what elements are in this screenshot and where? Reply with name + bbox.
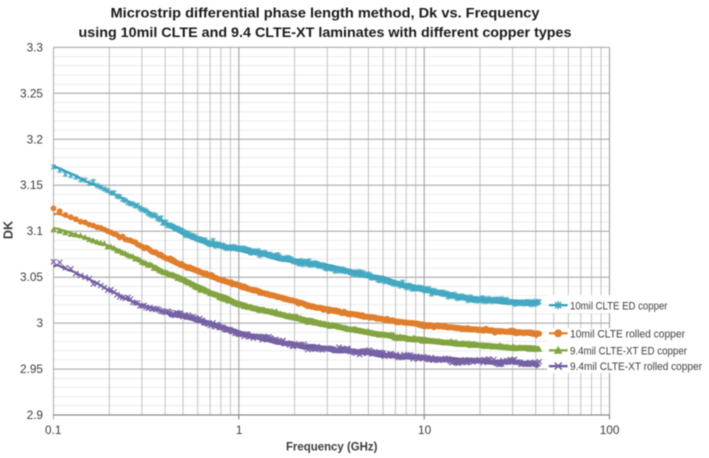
svg-text:100: 100 — [600, 423, 620, 437]
svg-text:3.05: 3.05 — [20, 270, 43, 284]
svg-text:3.2: 3.2 — [27, 132, 43, 146]
svg-text:10mil CLTE ED copper: 10mil CLTE ED copper — [570, 300, 668, 312]
svg-text:2.9: 2.9 — [27, 408, 43, 422]
svg-text:3.15: 3.15 — [20, 178, 43, 192]
svg-text:9.4mil CLTE-XT ED copper: 9.4mil CLTE-XT ED copper — [570, 346, 687, 358]
svg-text:1: 1 — [236, 423, 243, 437]
svg-text:10mil CLTE rolled copper: 10mil CLTE rolled copper — [570, 328, 685, 340]
svg-text:using 10mil CLTE and 9.4 CLTE-: using 10mil CLTE and 9.4 CLTE-XT laminat… — [79, 24, 572, 40]
svg-text:10: 10 — [418, 423, 432, 437]
svg-text:3.3: 3.3 — [27, 40, 44, 54]
svg-text:3: 3 — [36, 316, 43, 330]
svg-text:DK: DK — [2, 220, 16, 239]
svg-text:Frequency (GHz): Frequency (GHz) — [286, 439, 378, 453]
svg-text:0.1: 0.1 — [45, 423, 61, 437]
svg-text:3.1: 3.1 — [27, 224, 43, 238]
svg-text:9.4mil CLTE-XT rolled copper: 9.4mil CLTE-XT rolled copper — [570, 361, 702, 373]
svg-text:3.25: 3.25 — [20, 86, 43, 100]
svg-text:2.95: 2.95 — [20, 362, 43, 376]
svg-text:Microstrip differential phase: Microstrip differential phase length met… — [111, 5, 540, 21]
